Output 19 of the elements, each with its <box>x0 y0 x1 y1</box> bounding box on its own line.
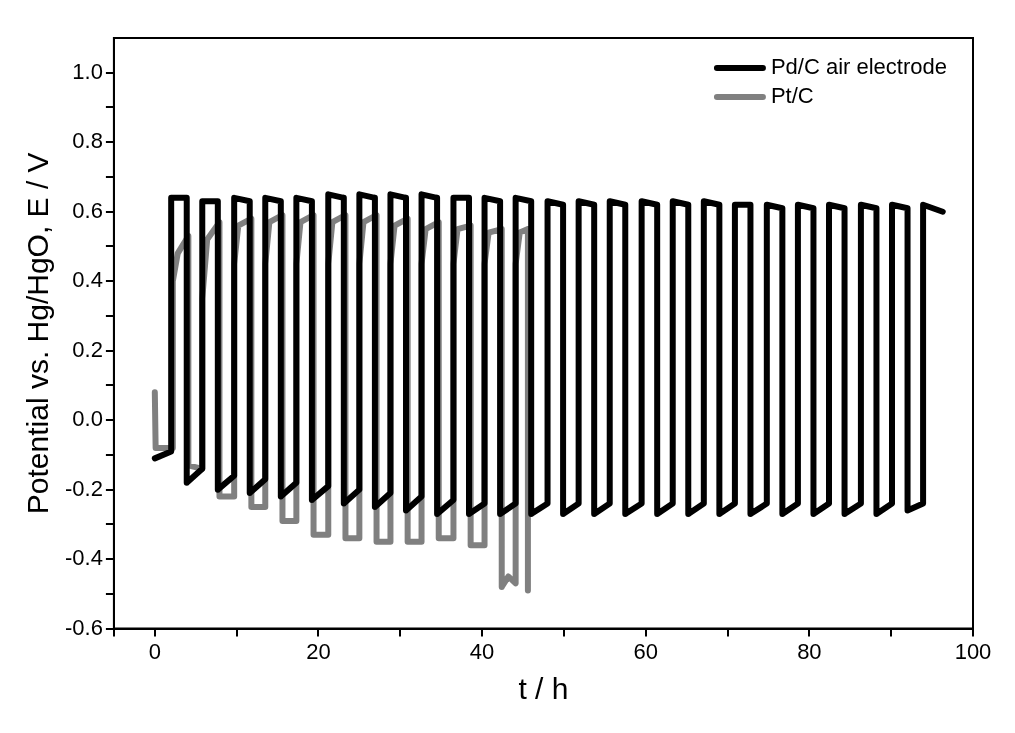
legend-label: Pt/C <box>770 83 814 109</box>
x-tick-label: 80 <box>797 638 822 664</box>
y-tick-label: 0.8 <box>72 128 103 154</box>
x-tick-label: 60 <box>633 638 658 664</box>
y-tick-label: 0.2 <box>72 336 103 362</box>
y-tick-label: -0.6 <box>64 614 103 640</box>
y-tick-label: -0.2 <box>64 475 103 501</box>
legend-label: Pd/C air electrode <box>770 54 948 80</box>
y-tick-label: 0.0 <box>72 406 103 432</box>
x-tick-label: 100 <box>954 638 992 664</box>
x-tick-label: 40 <box>469 638 495 664</box>
x-axis-title: t / h <box>518 672 569 706</box>
x-tick-label: 0 <box>148 638 161 664</box>
y-tick-label: 1.0 <box>72 58 103 84</box>
y-axis-title: Potential vs. Hg/HgO, E / V <box>21 152 55 515</box>
y-tick-label: 0.4 <box>72 267 103 293</box>
y-tick-label: 0.6 <box>72 197 103 223</box>
x-tick-label: 20 <box>306 638 331 664</box>
y-tick-label: -0.4 <box>64 545 103 571</box>
